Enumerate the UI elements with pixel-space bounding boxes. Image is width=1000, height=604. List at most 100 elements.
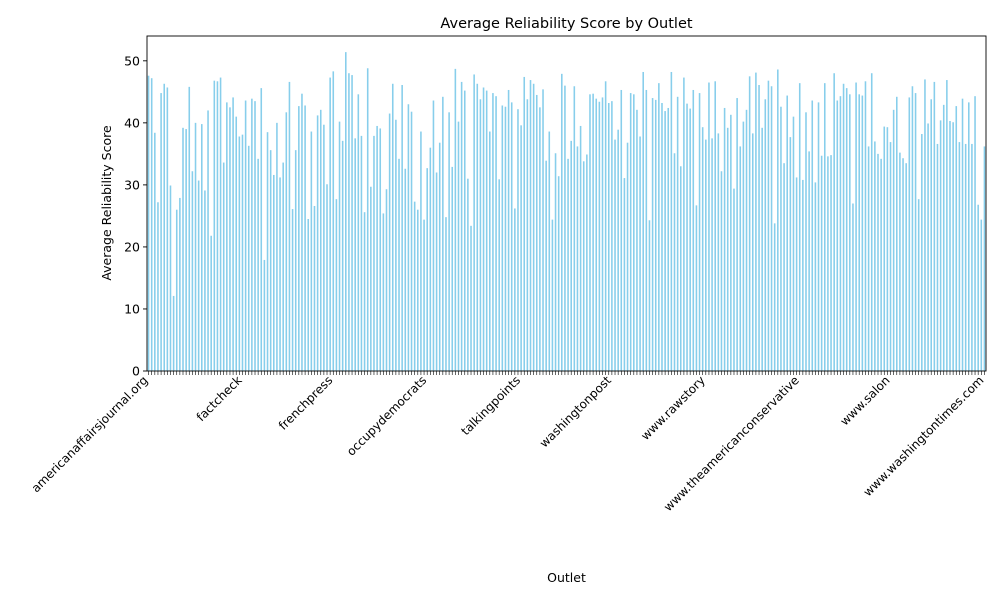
bar: [980, 219, 983, 371]
bar: [676, 96, 679, 372]
bar: [911, 86, 914, 371]
bar: [457, 121, 460, 371]
bar: [742, 121, 745, 371]
bar: [880, 158, 882, 371]
bar: [698, 93, 701, 371]
bar: [435, 172, 438, 371]
bar: [855, 82, 857, 371]
bar: [952, 122, 954, 371]
bar: [908, 97, 911, 372]
bar: [667, 107, 670, 372]
bar: [363, 212, 366, 371]
bar: [845, 88, 848, 372]
bar: [601, 97, 604, 372]
bar: [423, 219, 425, 371]
bar: [366, 68, 369, 371]
bar: [977, 204, 979, 371]
y-tick-label: 0: [132, 364, 140, 379]
bar: [438, 142, 441, 371]
bar: [354, 138, 356, 371]
bar: [150, 78, 153, 371]
bar: [936, 143, 939, 371]
bar: [720, 171, 723, 371]
bar: [323, 124, 325, 372]
bar: [454, 68, 457, 371]
bar: [642, 71, 644, 371]
bar: [385, 189, 388, 371]
bar: [175, 209, 178, 371]
y-tick-label: 30: [124, 177, 140, 192]
bar: [332, 71, 335, 372]
bar: [705, 139, 707, 371]
bar: [795, 177, 798, 371]
bar: [886, 127, 889, 371]
bar: [520, 125, 522, 371]
bar: [701, 127, 704, 371]
bar: [370, 186, 372, 371]
bar: [166, 87, 169, 372]
bar: [604, 81, 607, 371]
bar: [811, 100, 814, 372]
bar: [157, 202, 159, 371]
bar: [877, 153, 879, 371]
bar: [589, 94, 591, 371]
bar: [917, 199, 920, 371]
bar: [194, 122, 197, 371]
y-tick-label: 10: [124, 301, 140, 316]
bar: [341, 140, 344, 371]
bar: [463, 90, 466, 371]
bar: [554, 153, 557, 371]
plot-frame: [146, 35, 987, 372]
bar: [417, 209, 419, 371]
bar: [510, 102, 513, 371]
bar: [971, 143, 973, 371]
bar: [545, 160, 547, 371]
bar: [410, 111, 413, 371]
bar: [442, 96, 444, 372]
bar: [266, 132, 269, 371]
bar: [620, 89, 623, 371]
bar: [786, 95, 788, 371]
bar: [626, 142, 629, 371]
y-tick-label: 50: [124, 53, 140, 68]
bar: [398, 158, 400, 371]
bar: [238, 136, 241, 371]
bar: [201, 124, 203, 371]
bar: [564, 85, 566, 371]
bar: [213, 80, 216, 372]
x-tick-label: americanaffairsjournal.org: [29, 373, 151, 495]
bar: [726, 127, 729, 371]
y-tick-label: 20: [124, 239, 140, 254]
bar: [413, 201, 416, 371]
bar: [933, 81, 936, 371]
bar: [899, 152, 901, 371]
bar: [535, 94, 538, 371]
bar: [504, 106, 507, 371]
bar: [586, 154, 588, 371]
bar: [582, 161, 585, 371]
bar: [758, 85, 760, 371]
bar: [576, 146, 579, 371]
bar: [241, 134, 244, 371]
bar: [814, 182, 817, 371]
bars-group: [147, 52, 986, 372]
y-tick-label: 40: [124, 115, 140, 130]
bar: [207, 110, 209, 371]
bar: [573, 86, 576, 371]
bar: [739, 146, 742, 371]
bar: [711, 138, 713, 371]
bar: [833, 73, 835, 371]
bar: [273, 174, 275, 371]
bar: [298, 106, 300, 371]
bar: [614, 139, 616, 371]
bar: [279, 177, 281, 371]
bar: [946, 80, 948, 372]
bar: [147, 75, 150, 371]
bar: [304, 105, 306, 371]
bar: [798, 83, 801, 372]
bar: [263, 259, 266, 371]
bar: [958, 142, 961, 371]
bar: [861, 95, 864, 371]
bar: [949, 120, 951, 372]
bar: [169, 185, 172, 371]
